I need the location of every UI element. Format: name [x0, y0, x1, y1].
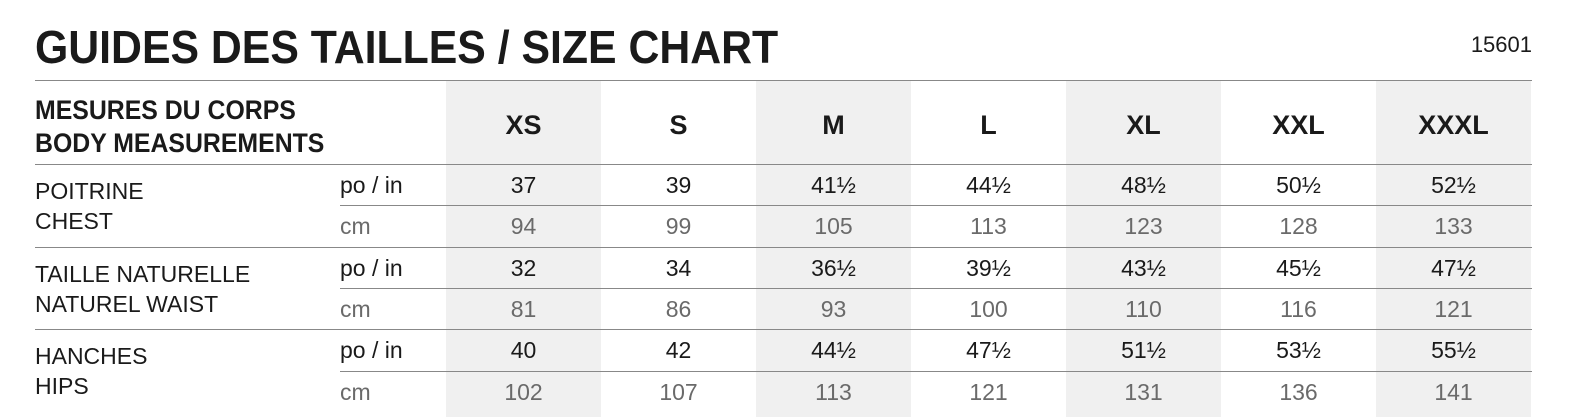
table-cell: 102 [504, 378, 543, 405]
size-header: XS [505, 110, 542, 140]
unit-label: cm [340, 213, 371, 240]
table-cell: 86 [665, 295, 692, 322]
table-cell: 105 [814, 213, 853, 240]
measurement-label-fr: TAILLE NATURELLE [35, 260, 251, 287]
table-cell: 40 [510, 337, 537, 364]
row-divider [340, 205, 1532, 207]
row-divider [340, 370, 1532, 372]
table-cell: 53½ [1276, 337, 1321, 364]
table-cell: 113 [815, 378, 852, 405]
table-cell: 48½ [1121, 172, 1166, 198]
table-cell: 44½ [966, 172, 1011, 198]
table-cell: 94 [510, 213, 537, 240]
table-cell: 32 [510, 254, 537, 281]
row-divider [340, 287, 1532, 289]
unit-label: po / in [340, 172, 403, 198]
table-cell: 42 [665, 337, 692, 364]
table-cell: 133 [1434, 213, 1473, 240]
shaded-column [756, 81, 911, 417]
shaded-column [1066, 81, 1221, 417]
measurement-label-fr: HANCHES [35, 343, 148, 370]
shaded-column [1376, 81, 1531, 417]
measurement-label: TAILLE NATURELLE NATUREL WAIST [35, 259, 250, 319]
table-cell: 113 [970, 213, 1007, 240]
group-divider [35, 329, 1532, 331]
table-cell: 121 [969, 378, 1008, 405]
table-cell: 55½ [1431, 337, 1476, 364]
unit-label: cm [340, 378, 371, 405]
table-cell: 43½ [1121, 254, 1166, 281]
unit-label: po / in [340, 337, 403, 364]
table-cell: 136 [1279, 378, 1318, 405]
table-cell: 100 [969, 295, 1008, 322]
divider [35, 80, 1532, 81]
shaded-column [446, 81, 601, 417]
table-cell: 51½ [1121, 337, 1166, 364]
header-label-fr: MESURES DU CORPS [35, 95, 296, 125]
size-header: L [980, 110, 997, 140]
header-label-en: BODY MEASUREMENTS [35, 128, 325, 158]
size-header: XL [1126, 110, 1161, 140]
size-header: XXL [1272, 110, 1325, 140]
table-cell: 39 [665, 172, 692, 198]
measurement-label-en: CHEST [35, 208, 113, 234]
size-header: S [669, 110, 688, 140]
table-cell: 45½ [1276, 254, 1321, 281]
table-cell: 34 [665, 254, 692, 281]
measurement-label-en: HIPS [35, 373, 89, 400]
table-cell: 116 [1280, 295, 1317, 322]
table-cell: 36½ [811, 254, 856, 281]
table-cell: 47½ [966, 337, 1011, 364]
group-divider [35, 164, 1532, 165]
measurement-label-en: NATUREL WAIST [35, 290, 219, 317]
unit-label: cm [340, 295, 371, 322]
group-divider [35, 246, 1532, 248]
table-cell: 121 [1434, 295, 1473, 322]
table-cell: 123 [1124, 213, 1163, 240]
table-cell: 110 [1125, 295, 1162, 322]
table-cell: 99 [665, 213, 692, 240]
table-cell: 107 [659, 378, 698, 405]
measurement-label: POITRINE CHEST [35, 176, 144, 236]
table-cell: 141 [1434, 378, 1473, 405]
table-cell: 50½ [1276, 172, 1321, 198]
measurement-label: HANCHES HIPS [35, 341, 147, 401]
table-cell: 37 [510, 172, 537, 198]
table-cell: 41½ [811, 172, 856, 198]
table-cell: 52½ [1431, 172, 1476, 198]
table-cell: 81 [510, 295, 537, 322]
table-cell: 93 [820, 295, 847, 322]
measurement-label-fr: POITRINE [35, 178, 144, 204]
table-cell: 44½ [811, 337, 856, 364]
page-title: GUIDES DES TAILLES / SIZE CHART [35, 21, 779, 73]
table-cell: 39½ [966, 254, 1011, 281]
header-label: MESURES DU CORPS BODY MEASUREMENTS [35, 94, 324, 160]
product-code: 15601 [1470, 32, 1532, 57]
unit-label: po / in [340, 254, 403, 281]
table-cell: 131 [1124, 378, 1163, 405]
size-header: XXXL [1418, 110, 1489, 140]
size-header: M [822, 110, 845, 140]
table-cell: 47½ [1431, 254, 1476, 281]
table-cell: 128 [1279, 213, 1318, 240]
